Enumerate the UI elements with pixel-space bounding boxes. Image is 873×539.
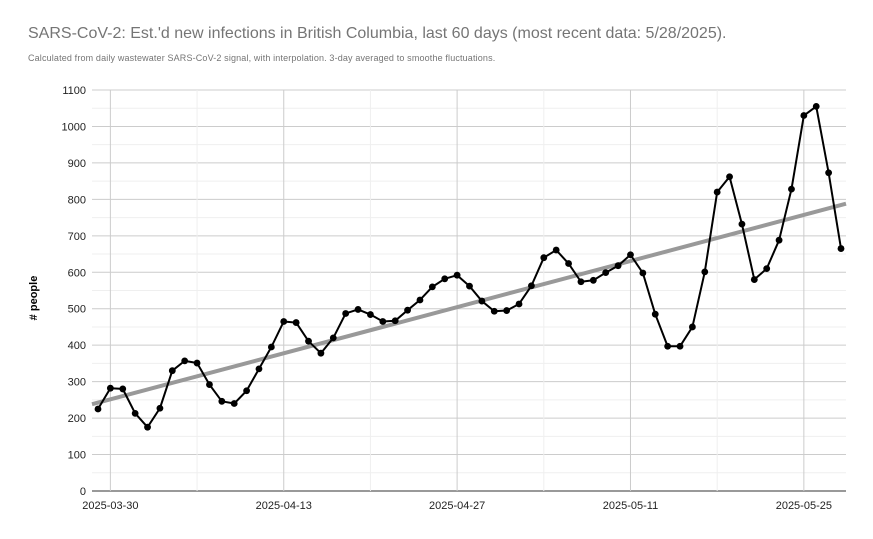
x-axis-ticks: 2025-03-30 2025-04-13 2025-04-27 2025-05-11… bbox=[82, 500, 832, 512]
y-tick-label: 700 bbox=[68, 231, 86, 243]
y-tick-label: 600 bbox=[68, 267, 86, 279]
data-point bbox=[292, 319, 300, 326]
data-point bbox=[750, 276, 758, 283]
data-point bbox=[602, 269, 610, 277]
data-point bbox=[441, 275, 449, 283]
data-point bbox=[131, 409, 139, 417]
data-point bbox=[565, 260, 572, 267]
data-point bbox=[837, 245, 845, 252]
data-point bbox=[664, 342, 672, 350]
data-point bbox=[404, 306, 411, 314]
data-point bbox=[651, 310, 659, 318]
data-point bbox=[763, 265, 771, 273]
chart-title: SARS-CoV-2: Est.'d new infections in Bri… bbox=[28, 25, 727, 42]
data-point bbox=[280, 318, 288, 325]
y-tick-label: 900 bbox=[68, 158, 86, 170]
data-point bbox=[639, 269, 647, 277]
data-point bbox=[528, 282, 535, 290]
data-point bbox=[416, 296, 424, 304]
data-point bbox=[676, 342, 684, 350]
data-point bbox=[614, 262, 622, 270]
data-point bbox=[156, 404, 164, 412]
data-point bbox=[577, 278, 585, 286]
data-point bbox=[701, 268, 709, 276]
data-point bbox=[515, 300, 523, 308]
data-point bbox=[329, 334, 337, 342]
x-tick-label: 2025-05-25 bbox=[776, 500, 832, 512]
data-point bbox=[106, 384, 114, 392]
data-point bbox=[144, 423, 151, 431]
y-axis-ticks: 0 100 200 300 400 500 600 700 800 900 1000 1100 bbox=[62, 85, 86, 498]
data-point bbox=[478, 297, 486, 305]
data-point bbox=[713, 188, 721, 196]
x-tick-label: 2025-04-27 bbox=[429, 500, 485, 512]
trendline bbox=[91, 201, 847, 407]
y-tick-label: 300 bbox=[68, 377, 86, 389]
data-point bbox=[193, 359, 201, 367]
data-point bbox=[354, 306, 362, 313]
x-tick-label: 2025-04-13 bbox=[256, 500, 312, 512]
data-point bbox=[391, 317, 399, 325]
y-tick-label: 800 bbox=[68, 194, 86, 206]
data-point bbox=[466, 282, 473, 290]
data-point bbox=[825, 169, 833, 177]
data-point bbox=[218, 397, 226, 405]
data-point bbox=[267, 343, 275, 351]
data-point bbox=[775, 236, 783, 244]
data-point bbox=[317, 349, 325, 357]
x-tick-label: 2025-05-11 bbox=[603, 500, 658, 512]
data-point bbox=[367, 311, 374, 318]
y-tick-label: 500 bbox=[68, 304, 86, 316]
x-tick-label: 2025-03-30 bbox=[82, 500, 138, 512]
data-point bbox=[490, 307, 498, 315]
data-point bbox=[94, 405, 102, 413]
data-point bbox=[119, 385, 127, 393]
series-path bbox=[97, 105, 842, 429]
data-point bbox=[168, 367, 176, 375]
y-tick-label: 0 bbox=[80, 486, 86, 498]
series-points bbox=[94, 103, 845, 431]
data-point bbox=[453, 271, 461, 279]
data-point bbox=[181, 357, 189, 365]
y-tick-label: 100 bbox=[68, 450, 86, 462]
trendline-path bbox=[91, 201, 847, 407]
data-point bbox=[379, 318, 387, 325]
data-point bbox=[589, 276, 597, 284]
y-tick-label: 1100 bbox=[62, 85, 86, 97]
data-point bbox=[627, 251, 634, 259]
data-point bbox=[206, 381, 213, 388]
data-point bbox=[428, 283, 436, 291]
data-point bbox=[738, 220, 746, 228]
data-point bbox=[800, 112, 808, 119]
data-point bbox=[726, 173, 733, 181]
data-point bbox=[243, 387, 251, 395]
y-tick-label: 200 bbox=[68, 413, 86, 425]
data-point bbox=[812, 103, 820, 110]
data-point bbox=[503, 307, 511, 314]
data-point bbox=[552, 246, 560, 254]
data-point bbox=[342, 310, 350, 317]
data-point bbox=[540, 254, 548, 262]
data-point bbox=[305, 337, 312, 345]
y-tick-label: 400 bbox=[68, 340, 86, 352]
y-tick-label: 1000 bbox=[62, 121, 86, 133]
gridlines bbox=[92, 89, 846, 492]
data-point bbox=[689, 323, 696, 331]
series-line bbox=[97, 105, 842, 429]
data-point bbox=[230, 400, 238, 407]
data-point bbox=[255, 365, 263, 373]
chart-subtitle: Calculated from daily wastewater SARS-Co… bbox=[28, 53, 496, 63]
data-point bbox=[788, 185, 795, 193]
